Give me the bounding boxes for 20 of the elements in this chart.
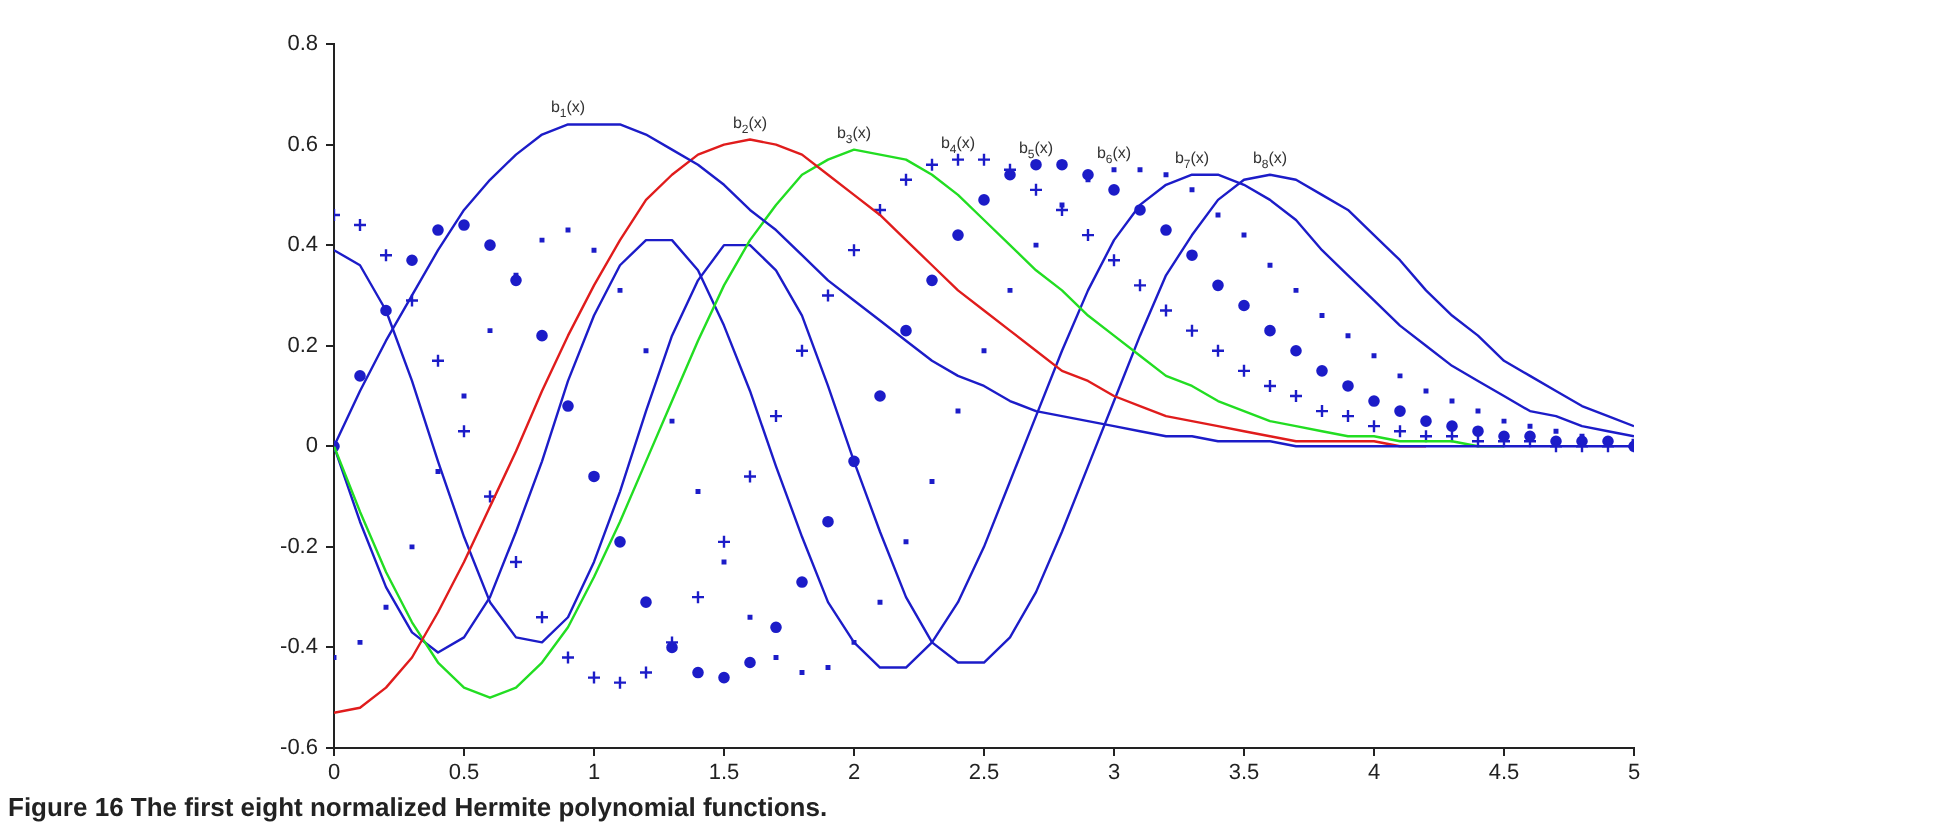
x-tick-label: 3.5: [1228, 761, 1260, 786]
x-tick-label: 1.5: [708, 761, 740, 786]
y-tick-label: 0.6: [287, 132, 318, 157]
x-tick-label: 5: [1627, 761, 1641, 786]
y-tick-label: 0: [305, 434, 318, 459]
y-tick-label: 0.8: [287, 32, 318, 57]
y-tick-label: 0.2: [287, 333, 318, 358]
x-tick-label: 0.5: [448, 761, 480, 786]
y-tick-label: -0.4: [280, 635, 318, 660]
y-tick-label: 0.4: [287, 233, 318, 258]
x-tick-label: 2.5: [968, 761, 1000, 786]
x-tick-label: 4: [1367, 761, 1381, 786]
y-tick-label: -0.2: [280, 534, 318, 559]
x-tick-label: 3: [1107, 761, 1121, 786]
x-tick-label: 2: [847, 761, 861, 786]
x-tick-label: 1: [587, 761, 601, 786]
x-tick-label: 0: [327, 761, 341, 786]
y-tick-label: -0.6: [280, 736, 318, 761]
caption: Figure 16 The first eight normalized Hermite polynomial functions.: [8, 792, 828, 822]
x-tick-label: 4.5: [1488, 761, 1520, 786]
